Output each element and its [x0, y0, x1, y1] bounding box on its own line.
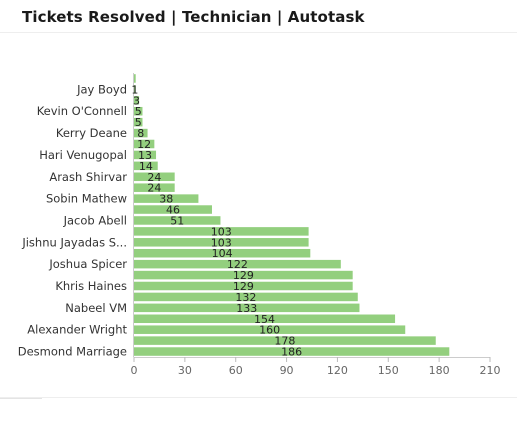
bar[interactable] [134, 270, 353, 280]
bar[interactable] [134, 281, 353, 291]
bar[interactable] [134, 128, 148, 138]
value-label: 8 [137, 127, 144, 140]
bar[interactable] [134, 106, 143, 116]
x-tick-label: 210 [480, 364, 501, 377]
value-label: 38 [159, 193, 173, 206]
value-label: 1 [131, 83, 138, 96]
bar[interactable] [134, 194, 199, 203]
value-label: 132 [235, 291, 256, 304]
bar[interactable] [134, 183, 175, 192]
bar[interactable] [134, 74, 136, 83]
value-label: 14 [139, 160, 153, 173]
bar[interactable] [134, 96, 140, 105]
value-label: 133 [236, 302, 257, 315]
value-label: 46 [166, 204, 180, 217]
bar[interactable] [134, 227, 309, 236]
category-label: Jishnu Jayadas S... [21, 235, 127, 249]
category-label: Alexander Wright [27, 323, 127, 337]
bar-layer [134, 74, 450, 356]
bar[interactable] [134, 85, 136, 94]
value-label: 24 [147, 171, 161, 184]
value-label: 122 [227, 258, 248, 271]
title-divider [0, 32, 517, 33]
value-label: 24 [147, 182, 161, 195]
category-label: Nabeel VM [65, 301, 127, 315]
value-label: 104 [212, 247, 233, 260]
x-tick-label: 180 [429, 364, 450, 377]
bar[interactable] [134, 238, 309, 247]
x-tick-label: 0 [131, 364, 138, 377]
bar[interactable] [134, 216, 221, 225]
value-label: 186 [281, 346, 302, 359]
category-label: Hari Venugopal [39, 148, 127, 162]
bar[interactable] [134, 172, 175, 182]
footer-divider [0, 397, 517, 398]
value-label: 103 [211, 225, 232, 238]
category-label: Joshua Spicer [48, 257, 127, 271]
category-label: Arash Shirvar [49, 170, 127, 184]
bar[interactable] [134, 347, 450, 356]
bar[interactable] [134, 303, 360, 313]
category-label: Jacob Abell [63, 213, 127, 227]
category-label: Kevin O'Connell [37, 104, 127, 118]
value-label: 160 [259, 324, 280, 337]
chart-title: Tickets Resolved | Technician | Autotask [22, 8, 365, 26]
x-tick-label: 150 [378, 364, 399, 377]
bar[interactable] [134, 205, 212, 214]
bar[interactable] [134, 161, 158, 171]
category-label: Kerry Deane [56, 126, 127, 140]
bar[interactable] [134, 336, 436, 345]
bar[interactable] [134, 248, 311, 258]
bar[interactable] [134, 139, 155, 149]
bar[interactable] [134, 150, 157, 160]
category-label: Desmond Marriage [18, 345, 127, 359]
category-label: Sobin Mathew [46, 192, 127, 206]
value-label: 178 [274, 335, 295, 348]
value-label: 129 [233, 269, 254, 282]
category-label: Khris Haines [55, 279, 127, 293]
x-tick-label: 30 [178, 364, 192, 377]
x-tick-label: 60 [229, 364, 243, 377]
footer-scroll-indicator [0, 398, 42, 399]
axis-layer: 0 30 60 90 120 150 180 210 [131, 73, 501, 377]
value-label: 3 [133, 94, 140, 107]
value-label: 103 [211, 236, 232, 249]
x-tick-label: 90 [280, 364, 294, 377]
value-label: 5 [135, 116, 142, 129]
value-label: 154 [254, 313, 275, 326]
bar[interactable] [134, 325, 406, 334]
bar[interactable] [134, 117, 143, 127]
value-label: 12 [137, 138, 151, 151]
value-label: 129 [233, 280, 254, 293]
x-tick-label: 120 [327, 364, 348, 377]
bar[interactable] [134, 292, 358, 302]
value-label: 5 [135, 105, 142, 118]
bar[interactable] [134, 314, 396, 324]
value-label: 51 [170, 214, 184, 227]
category-label: Jay Boyd [76, 82, 127, 96]
value-label: 13 [138, 149, 152, 162]
bar[interactable] [134, 259, 341, 269]
